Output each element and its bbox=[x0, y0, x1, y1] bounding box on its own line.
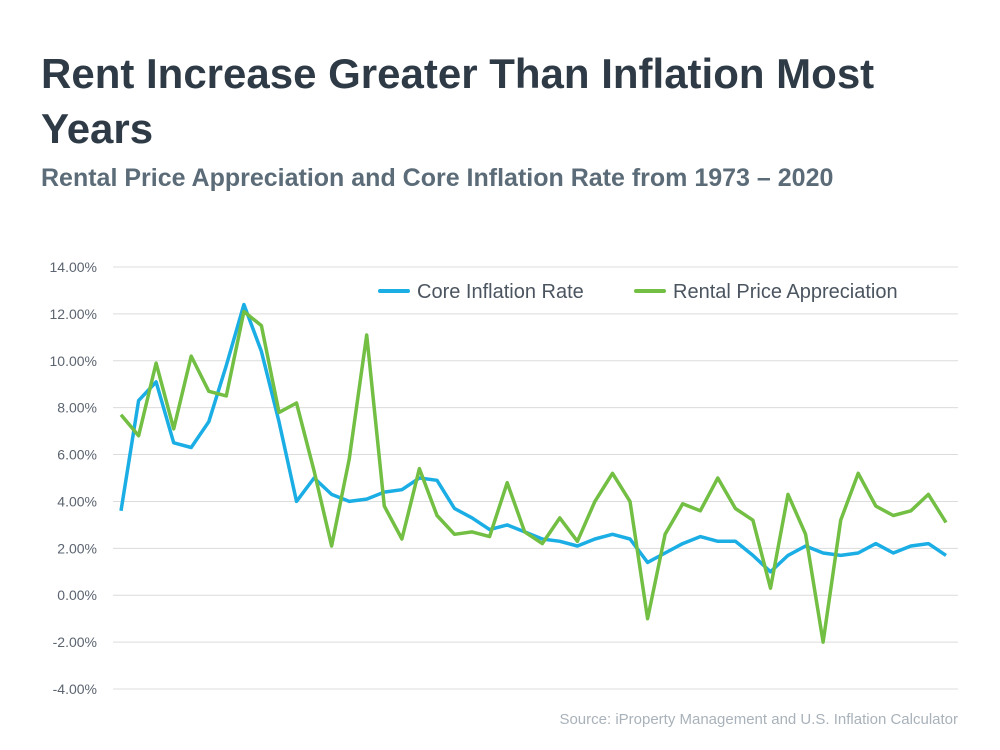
gridlines bbox=[113, 266, 958, 690]
chart-title: Rent Increase Greater Than Inflation Mos… bbox=[41, 50, 875, 152]
chart-subtitle: Rental Price Appreciation and Core Infla… bbox=[41, 164, 834, 192]
series-line-rental-appreciation bbox=[119, 309, 948, 644]
y-tick-label: -2.00% bbox=[53, 634, 97, 650]
y-tick-label: 8.00% bbox=[57, 400, 97, 416]
series-lines bbox=[119, 302, 948, 644]
y-tick-label: 12.00% bbox=[50, 306, 97, 322]
legend-label-rental-appreciation: Rental Price Appreciation bbox=[673, 281, 898, 303]
y-axis-tick-labels: -4.00% -2.00% 0.00% 2.00% 4.00% 6.00% 8.00% 10.… bbox=[50, 259, 97, 697]
y-tick-label: 4.00% bbox=[57, 493, 97, 509]
y-tick-label: 0.00% bbox=[57, 587, 97, 603]
source-note: Source: iProperty Management and U.S. In… bbox=[559, 711, 958, 728]
y-tick-label: -4.00% bbox=[53, 681, 97, 697]
series-line-core-inflation bbox=[119, 302, 947, 574]
legend: Core Inflation Rate Rental Price Appreci… bbox=[378, 281, 898, 303]
y-tick-label: 10.00% bbox=[50, 353, 97, 369]
legend-label-core-inflation: Core Inflation Rate bbox=[417, 281, 584, 303]
y-tick-label: 6.00% bbox=[57, 447, 97, 463]
y-tick-label: 14.00% bbox=[50, 259, 97, 275]
y-tick-label: 2.00% bbox=[57, 540, 97, 556]
